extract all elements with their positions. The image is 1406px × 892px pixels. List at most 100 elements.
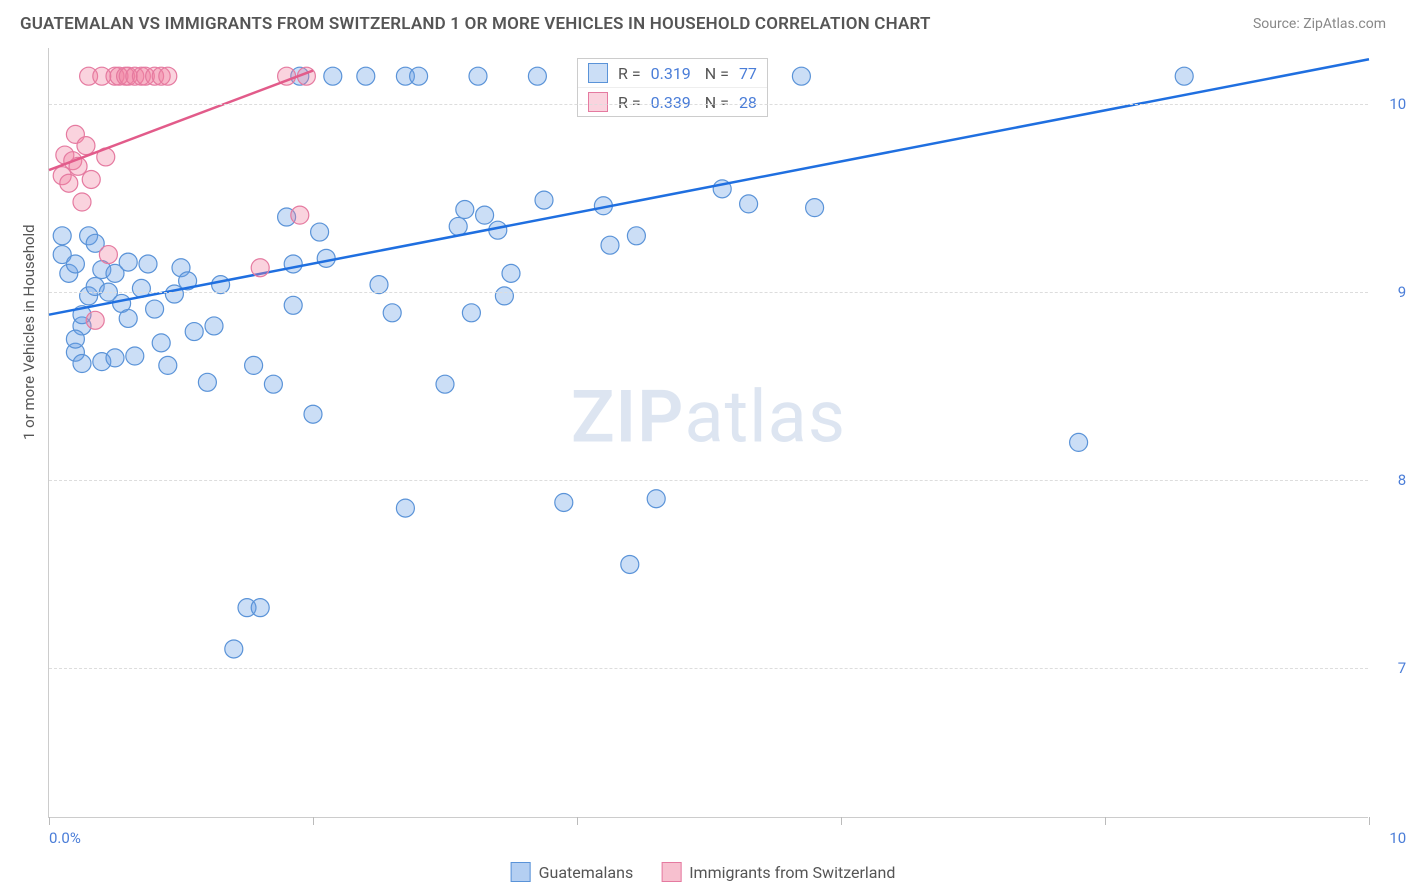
data-point [73, 355, 91, 373]
data-point [159, 67, 177, 85]
data-point [86, 311, 104, 329]
data-point [99, 246, 117, 264]
x-tick [577, 817, 578, 825]
stat-r-value: 0.339 [651, 93, 691, 112]
x-tick-label: 0.0% [49, 829, 81, 847]
data-point [396, 499, 414, 517]
stat-n-value: 77 [739, 64, 757, 83]
data-point [60, 174, 78, 192]
data-point [621, 555, 639, 573]
stat-legend: R =0.319 N =77R =0.339 N =28 [577, 58, 768, 117]
data-point [324, 67, 342, 85]
legend-swatch [588, 63, 608, 83]
data-point [152, 334, 170, 352]
data-point [476, 206, 494, 224]
gridline [49, 668, 1368, 669]
x-tick [841, 817, 842, 825]
y-axis-label: 1 or more Vehicles in Household [20, 224, 38, 440]
data-point [119, 253, 137, 271]
stat-n-value: 28 [739, 93, 757, 112]
data-point [370, 276, 388, 294]
data-point [225, 640, 243, 658]
scatter-svg [49, 48, 1368, 817]
x-tick [1369, 817, 1370, 825]
data-point [410, 67, 428, 85]
data-point [627, 227, 645, 245]
data-point [1175, 67, 1193, 85]
stat-r-value: 0.319 [651, 64, 691, 83]
bottom-legend: Guatemalans Immigrants from Switzerland [511, 862, 896, 882]
data-point [647, 490, 665, 508]
legend-label: Guatemalans [539, 863, 634, 882]
data-point [159, 356, 177, 374]
legend-swatch [661, 862, 681, 882]
data-point [495, 287, 513, 305]
stat-legend-row: R = 0.319 N = 77 [578, 59, 767, 87]
data-point [528, 67, 546, 85]
data-point [311, 223, 329, 241]
data-point [449, 217, 467, 235]
x-tick-label: 100.0% [1389, 829, 1406, 847]
y-tick-label: 70.0% [1378, 659, 1406, 677]
x-tick [49, 817, 50, 825]
gridline [49, 104, 1368, 105]
data-point [264, 375, 282, 393]
data-point [555, 493, 573, 511]
gridline [49, 292, 1368, 293]
data-point [185, 323, 203, 341]
data-point [82, 170, 100, 188]
chart-title: GUATEMALAN VS IMMIGRANTS FROM SWITZERLAN… [20, 14, 931, 34]
data-point [502, 264, 520, 282]
data-point [77, 137, 95, 155]
data-point [357, 67, 375, 85]
data-point [66, 255, 84, 273]
data-point [106, 349, 124, 367]
data-point [146, 300, 164, 318]
data-point [436, 375, 454, 393]
data-point [73, 193, 91, 211]
stat-n-label: N = [701, 64, 729, 83]
data-point [205, 317, 223, 335]
data-point [245, 356, 263, 374]
gridline [49, 480, 1368, 481]
data-point [317, 249, 335, 267]
legend-label: Immigrants from Switzerland [689, 863, 895, 882]
stat-r-label: R = [618, 93, 641, 112]
data-point [291, 206, 309, 224]
y-tick-label: 80.0% [1378, 471, 1406, 489]
data-point [383, 304, 401, 322]
data-point [535, 191, 553, 209]
data-point [119, 309, 137, 327]
data-point [284, 255, 302, 273]
data-point [740, 195, 758, 213]
legend-item: Guatemalans [511, 862, 634, 882]
data-point [126, 347, 144, 365]
legend-item: Immigrants from Switzerland [661, 862, 895, 882]
data-point [462, 304, 480, 322]
data-point [66, 330, 84, 348]
stat-legend-row: R =0.339 N =28 [578, 87, 767, 116]
data-point [53, 227, 71, 245]
data-point [792, 67, 810, 85]
data-point [198, 373, 216, 391]
data-point [251, 599, 269, 617]
data-point [456, 201, 474, 219]
y-tick-label: 90.0% [1378, 283, 1406, 301]
stat-r-label: R = [618, 64, 641, 83]
y-tick-label: 100.0% [1378, 95, 1406, 113]
plot-area: ZIPatlas R =0.319 N =77R =0.339 N =28 70… [48, 48, 1368, 818]
source-label: Source: ZipAtlas.com [1253, 16, 1386, 32]
data-point [304, 405, 322, 423]
data-point [251, 259, 269, 277]
legend-swatch [588, 92, 608, 112]
data-point [806, 199, 824, 217]
x-tick [313, 817, 314, 825]
data-point [1070, 433, 1088, 451]
data-point [469, 67, 487, 85]
data-point [212, 276, 230, 294]
x-tick [1105, 817, 1106, 825]
data-point [601, 236, 619, 254]
data-point [165, 285, 183, 303]
data-point [139, 255, 157, 273]
legend-swatch [511, 862, 531, 882]
